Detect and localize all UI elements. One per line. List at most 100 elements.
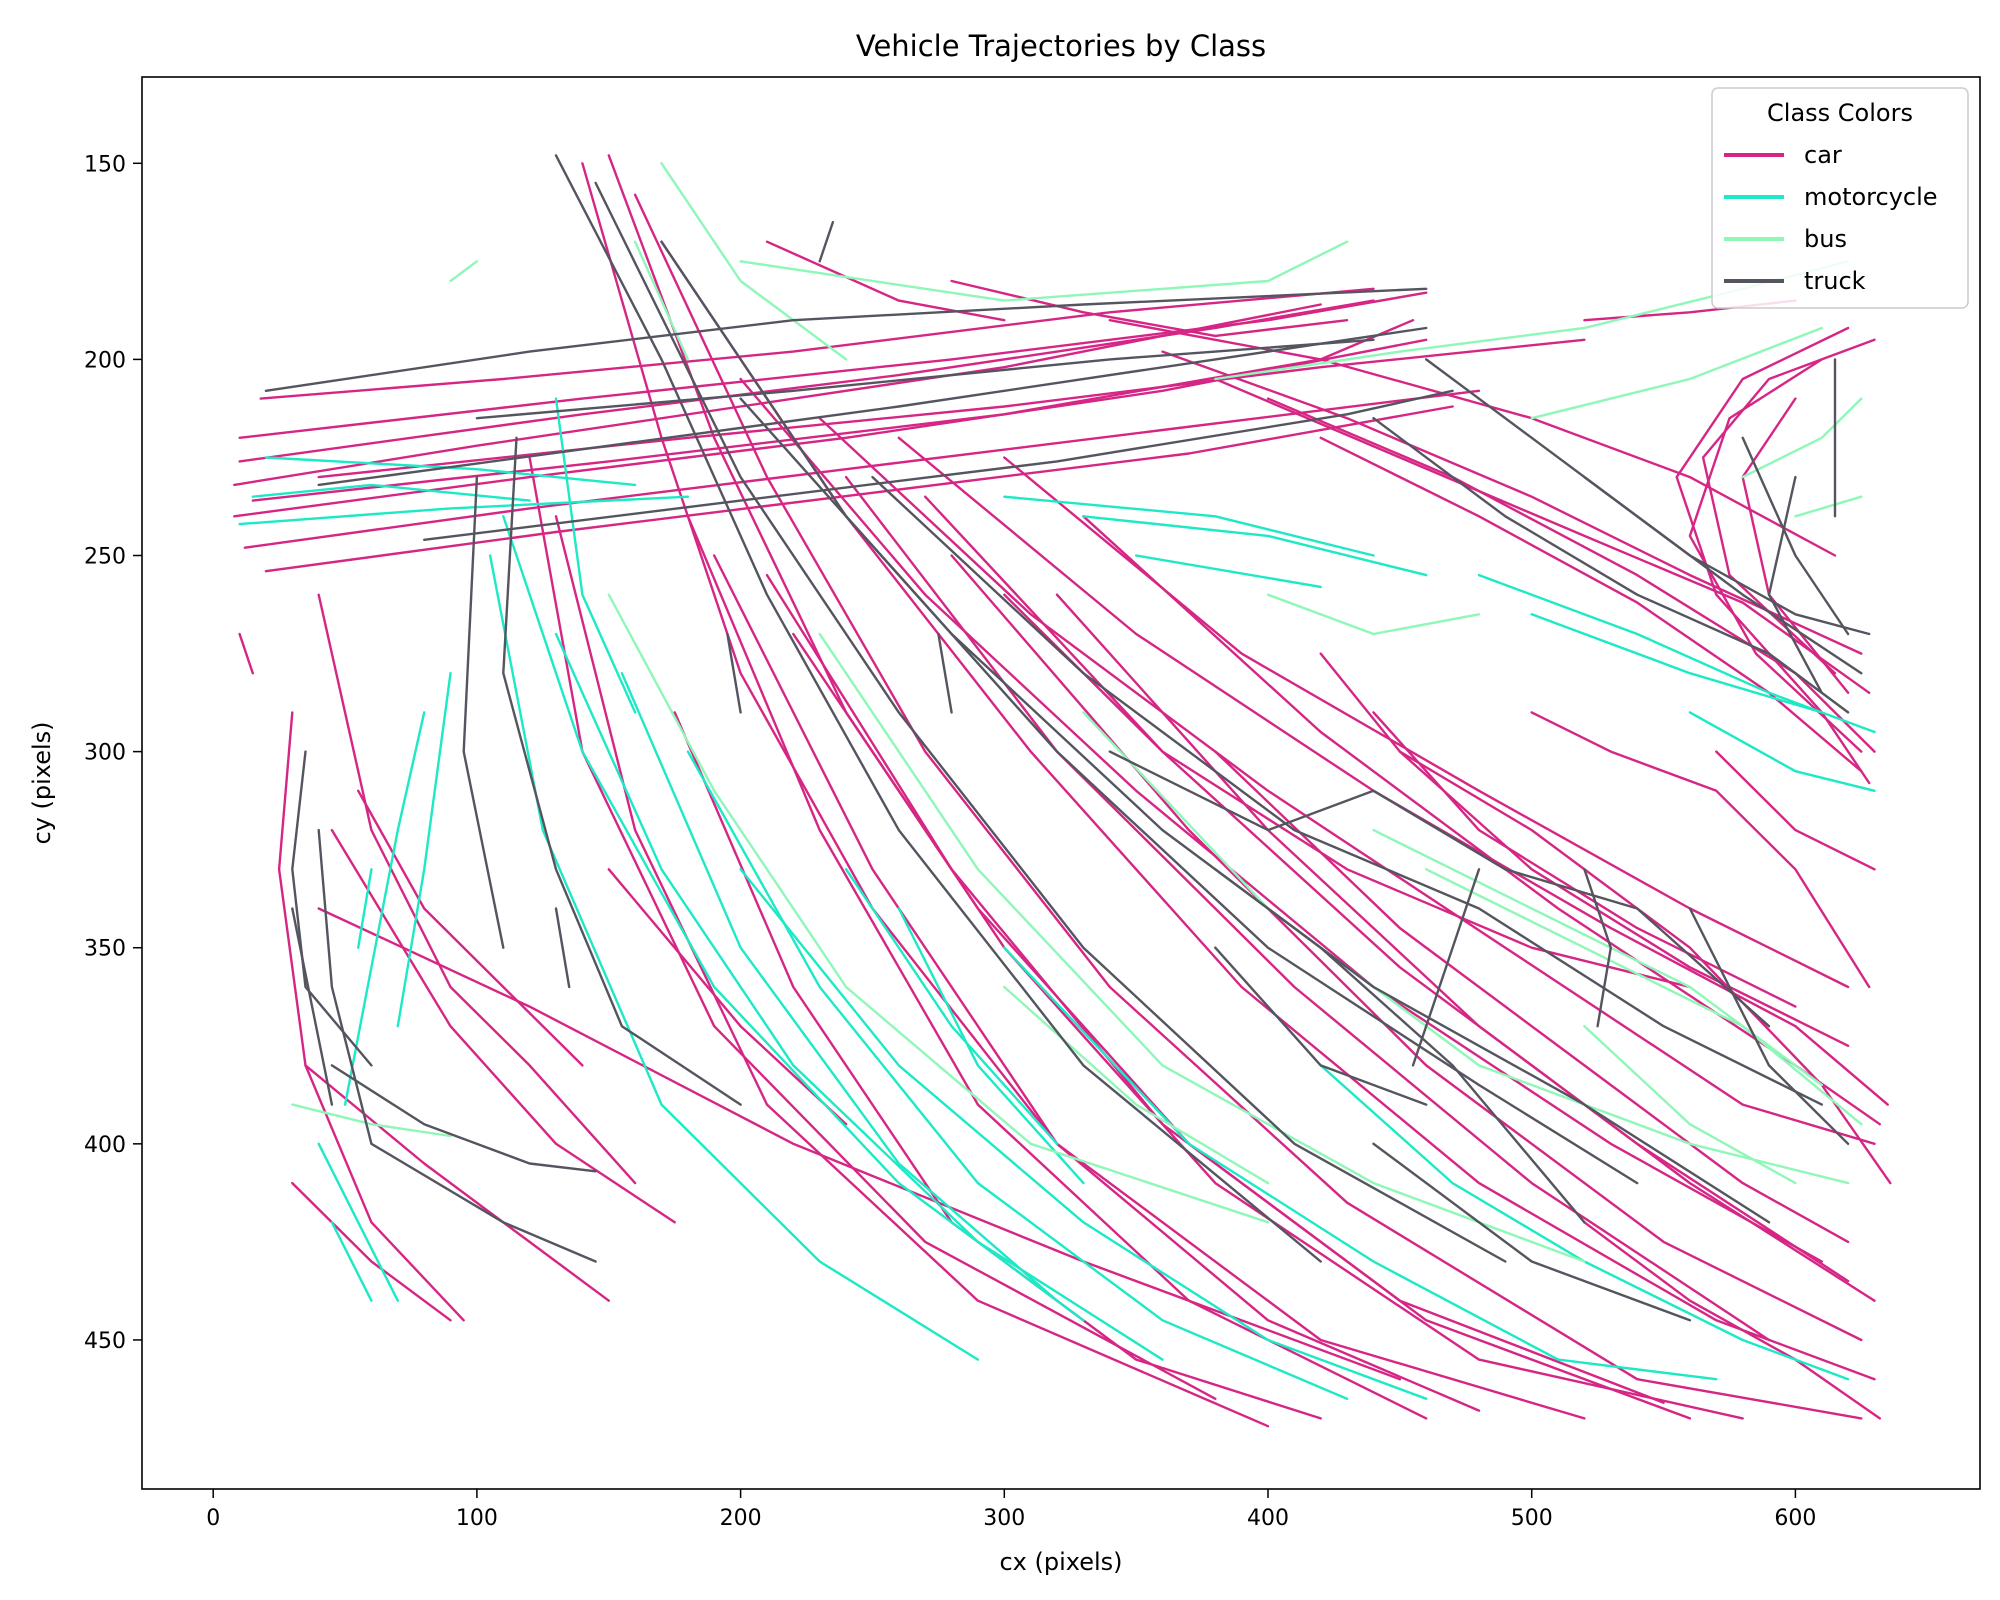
trajectory-truck-26 (937, 632, 953, 714)
trajectory-bus-12 (1794, 495, 1863, 518)
trajectory-motorcycle-6 (686, 750, 1349, 1400)
legend-label-truck: truck (1804, 267, 1866, 295)
y-axis-label: cy (pixels) (28, 721, 56, 844)
y-tick-label: 300 (84, 741, 126, 766)
x-tick-label: 0 (206, 1506, 220, 1531)
trajectory-car-57 (1583, 1221, 1881, 1420)
trajectory-car-9 (1161, 350, 1863, 655)
trajectory-truck-23 (1583, 868, 1612, 1028)
trajectory-car-28 (554, 515, 1270, 1428)
trajectory-truck-16 (1372, 417, 1850, 714)
trajectory-bus-13 (449, 260, 479, 283)
trajectory-car-35 (1055, 593, 1876, 1302)
legend-title: Class Colors (1767, 99, 1913, 127)
y-tick-label: 450 (84, 1329, 126, 1354)
trajectory-car-5 (259, 287, 1375, 400)
trajectory-car-55 (1715, 750, 1876, 871)
trajectory-car-4 (251, 319, 1415, 502)
trajectory-car-41 (317, 593, 637, 1185)
legend-label-motorcycle: motorcycle (1804, 183, 1938, 211)
trajectory-truck-1 (317, 326, 1428, 487)
trajectory-bus-5 (1082, 711, 1850, 1185)
trajectory-car-6 (264, 405, 1454, 573)
trajectory-bus-11 (1741, 397, 1863, 479)
trajectory-bus-8 (660, 162, 848, 361)
trajectory-car-37 (330, 828, 676, 1224)
trajectory-car-22 (818, 417, 1876, 1145)
trajectory-motorcycle-16 (357, 868, 373, 949)
trajectory-truck-3 (475, 338, 1375, 420)
x-tick-label: 100 (456, 1506, 498, 1531)
trajectory-motorcycle-23 (1135, 554, 1322, 589)
trajectory-car-46 (1003, 593, 1692, 989)
trajectory-truck-12 (330, 1064, 597, 1173)
trajectory-truck-8 (871, 475, 1823, 1106)
trajectory-car-21 (739, 377, 1823, 1263)
trajectory-truck-9 (502, 436, 742, 1106)
trajectory-bus-14 (633, 240, 690, 361)
trajectory-truck-27 (726, 632, 742, 714)
trajectory-motorcycle-1 (264, 456, 637, 487)
trajectory-bus-15 (291, 1103, 452, 1138)
trajectory-car-29 (528, 456, 1217, 1400)
trajectory-truck-11 (317, 828, 597, 1263)
trajectory-car-10 (1214, 377, 1871, 694)
trajectory-bus-0 (739, 240, 1349, 302)
trajectory-motorcycle-0 (238, 495, 690, 526)
y-tick-label: 250 (84, 545, 126, 570)
trajectory-motorcycle-22 (897, 907, 1085, 1185)
y-tick-label: 350 (84, 937, 126, 962)
trajectory-car-39 (291, 1181, 452, 1322)
trajectory-motorcycle-13 (1530, 613, 1823, 714)
trajectory-car-43 (238, 632, 254, 675)
trajectory-truck-22 (1411, 868, 1481, 1067)
x-axis: 0 100 200 300 400 500 600 (206, 1489, 1816, 1531)
trajectory-bus-4 (818, 632, 1586, 1263)
trajectory-bus-3 (607, 593, 1270, 1224)
x-tick-label: 600 (1774, 1506, 1816, 1531)
trajectory-car-49 (1398, 750, 1892, 1185)
trajectory-motorcycle-14 (1688, 711, 1876, 792)
trajectory-truck-10 (462, 475, 505, 949)
trajectory-motorcycle-10 (1082, 515, 1428, 577)
trajectory-motorcycle-17 (317, 1142, 399, 1302)
y-tick-label: 400 (84, 1133, 126, 1158)
trajectory-car-48 (1108, 319, 1837, 557)
trajectory-truck-28 (554, 907, 571, 989)
trajectory-truck-25 (1688, 907, 1850, 1145)
trajectory-motorcycle-4 (554, 632, 1164, 1361)
trajectory-motorcycle-21 (844, 868, 1059, 1145)
trajectory-motorcycle-5 (620, 672, 1059, 1302)
trajectory-truck-6 (660, 240, 1639, 1185)
trajectory-bus-7 (1425, 868, 1863, 1126)
trajectory-motorcycle-19 (554, 397, 637, 714)
trajectory-motorcycle-8 (1003, 946, 1718, 1381)
trajectory-car-2 (238, 299, 1375, 463)
trajectory-truck-17 (1583, 475, 1871, 636)
x-tick-label: 500 (1511, 1506, 1553, 1531)
trajectory-motorcycle-20 (396, 672, 452, 1028)
trajectory-truck-29 (1372, 1142, 1692, 1322)
trajectory-car-11 (1266, 397, 1876, 753)
trajectory-car-27 (765, 573, 1665, 1404)
trajectory-car-42 (357, 789, 584, 1067)
trajectory-truck-0 (264, 287, 1428, 392)
trajectory-car-0 (233, 303, 1322, 487)
y-tick-label: 200 (84, 348, 126, 373)
x-axis-label: cx (pixels) (999, 1548, 1122, 1576)
trajectory-truck-4 (554, 154, 1322, 1263)
trajectory-motorcycle-24 (251, 483, 531, 502)
trajectory-truck-19 (1741, 436, 1850, 636)
trajectory-car-45 (1372, 711, 1797, 1008)
trajectory-truck-30 (818, 220, 835, 263)
trajectory-car-47 (1530, 711, 1871, 989)
trajectory-car-53 (765, 240, 1006, 322)
legend-label-bus: bus (1804, 225, 1847, 253)
trajectory-car-16 (1701, 338, 1876, 675)
chart-title: Vehicle Trajectories by Class (856, 29, 1266, 63)
trajectory-car-34 (792, 632, 1692, 1420)
legend-box (1711, 87, 1969, 309)
trajectory-truck-24 (1214, 946, 1428, 1106)
trajectory-bus-10 (1583, 1025, 1797, 1185)
